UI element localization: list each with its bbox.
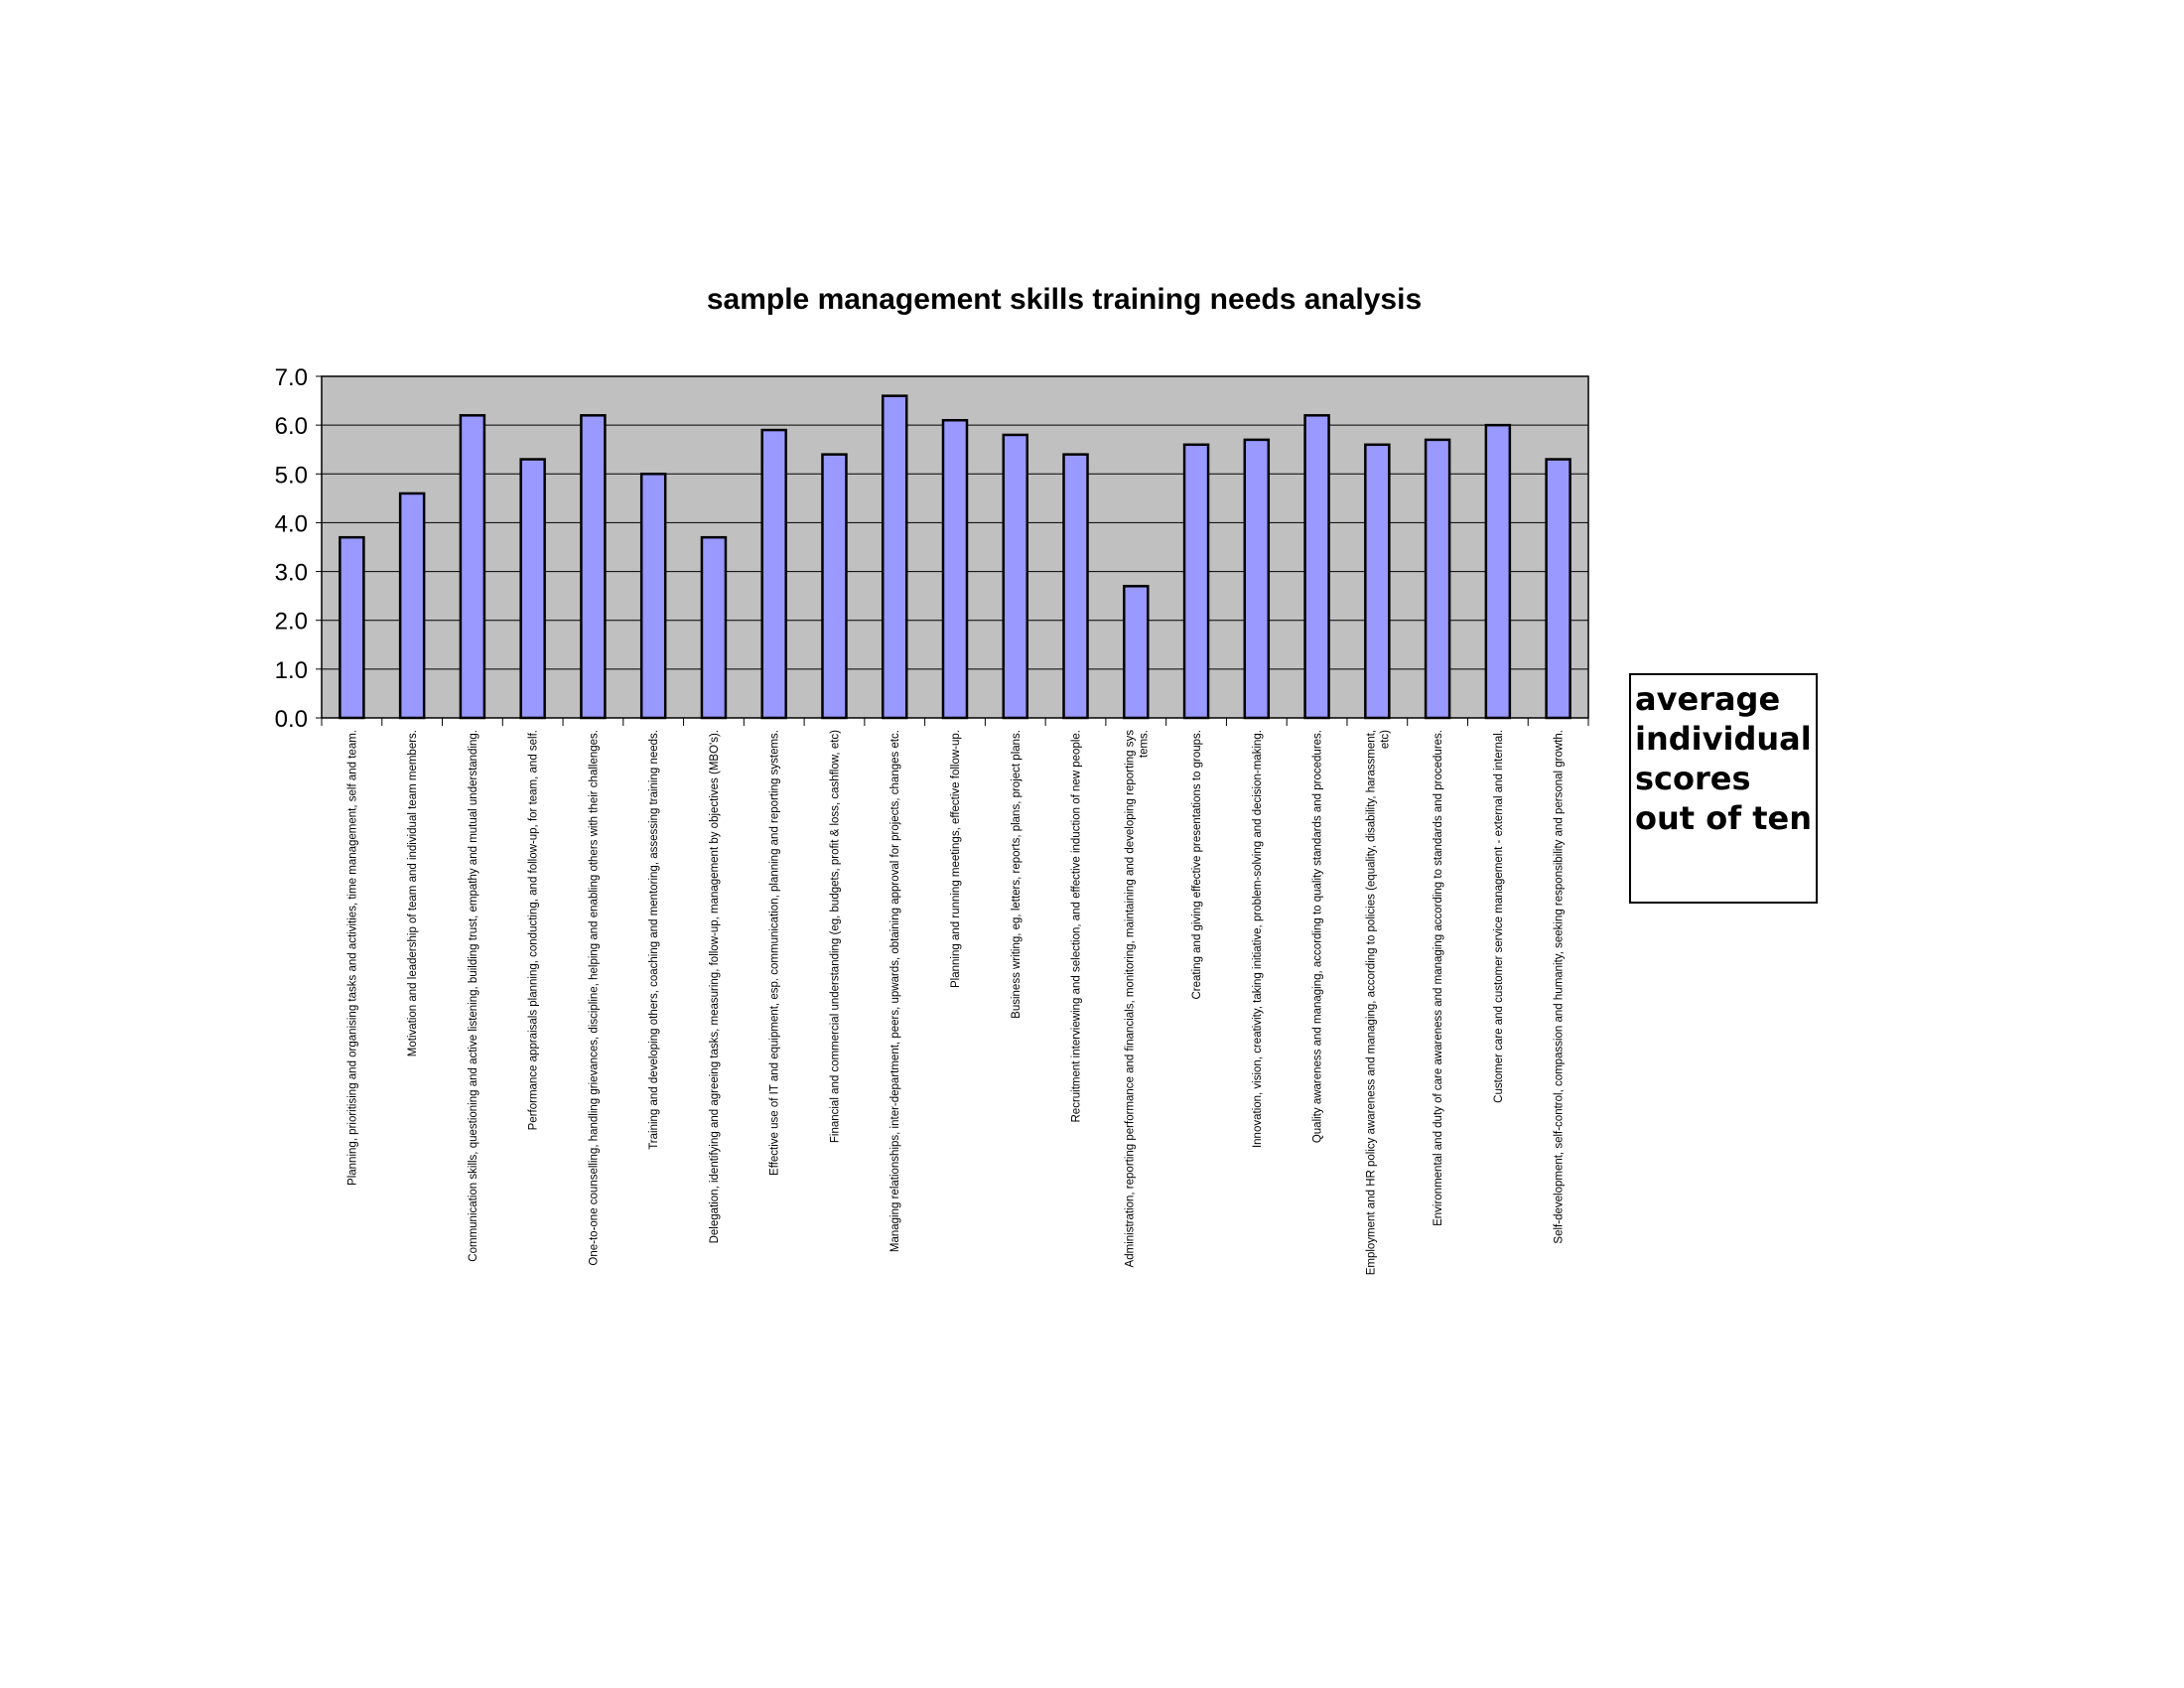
x-category-label: Training and developing others, coaching… (648, 730, 660, 1150)
bar (1243, 438, 1271, 720)
bar (821, 453, 848, 720)
bar (1002, 433, 1029, 720)
x-category-label: Delegation, identifying and agreeing tas… (709, 730, 721, 1243)
bar (339, 535, 365, 720)
x-category-label: Environmental and duty of care awareness… (1433, 730, 1444, 1226)
x-category-label: Planning and running meetings, effective… (950, 730, 962, 988)
y-axis-ticks: 0.0 1.0 2.0 3.0 4.0 5.0 6.0 7.0 (275, 364, 322, 733)
bar (1182, 443, 1210, 720)
bar (1364, 443, 1391, 720)
y-tick-label: 6.0 (275, 413, 308, 440)
x-category-label: Effective use of IT and equipment, esp. … (769, 730, 781, 1176)
chart-title: sample management skills training needs … (707, 283, 1422, 316)
legend-entry-label: average individual scores out of ten (1635, 680, 1813, 837)
x-category-label: Employment and HR policy awareness and m… (1365, 730, 1377, 1275)
bar (881, 394, 908, 720)
y-tick-label: 1.0 (275, 657, 308, 684)
bar (639, 473, 667, 720)
bar (459, 414, 486, 720)
x-category-label: Managing relationships, inter-department… (889, 730, 901, 1252)
bar (700, 535, 728, 720)
bar (519, 458, 546, 720)
x-category-label: Administration, reporting performance an… (1124, 730, 1136, 1268)
bar (1484, 423, 1512, 720)
legend: average individual scores out of ten (1629, 673, 1818, 904)
y-tick-label: 0.0 (275, 706, 308, 733)
y-tick-label: 4.0 (275, 510, 308, 537)
x-axis-ticks (321, 718, 1589, 726)
bar (760, 428, 787, 720)
x-category-label: Innovation, vision, creativity, taking i… (1252, 730, 1264, 1148)
bars (339, 394, 1571, 720)
x-category-label: Financial and commercial understanding (… (829, 730, 841, 1143)
x-category-label: Business writing, eg, letters, reports, … (1011, 730, 1023, 1019)
x-category-label: Performance appraisals planning, conduct… (528, 730, 540, 1130)
x-category-label: Self-development, self-control, compassi… (1554, 730, 1566, 1244)
x-category-label: Motivation and leadership of team and in… (407, 730, 419, 1056)
x-category-label: etc) (1379, 730, 1391, 749)
bar (1303, 414, 1330, 720)
bar (1062, 453, 1089, 720)
bar (1545, 458, 1571, 720)
x-category-label: Planning, prioritising and organising ta… (346, 730, 358, 1186)
x-category-label: Creating and giving effective presentati… (1191, 730, 1203, 1000)
bar (1123, 585, 1150, 720)
category-labels: Planning, prioritising and organising ta… (346, 730, 1565, 1276)
y-tick-label: 2.0 (275, 609, 308, 635)
x-category-label: One-to-one counselling, handling grievan… (588, 730, 600, 1266)
bar (580, 414, 607, 720)
y-tick-label: 7.0 (275, 364, 308, 391)
x-category-label: Quality awareness and managing, accordin… (1312, 730, 1324, 1143)
bar (398, 492, 426, 720)
y-tick-label: 3.0 (275, 560, 308, 587)
y-tick-label: 5.0 (275, 462, 308, 489)
bar (1424, 438, 1451, 720)
x-category-label: Communication skills, questioning and ac… (468, 730, 479, 1262)
x-category-label: Customer care and customer service manag… (1493, 730, 1505, 1103)
bar (941, 418, 969, 720)
x-category-label: Recruitment interviewing and selection, … (1071, 730, 1083, 1123)
x-category-label: tems. (1138, 730, 1150, 758)
